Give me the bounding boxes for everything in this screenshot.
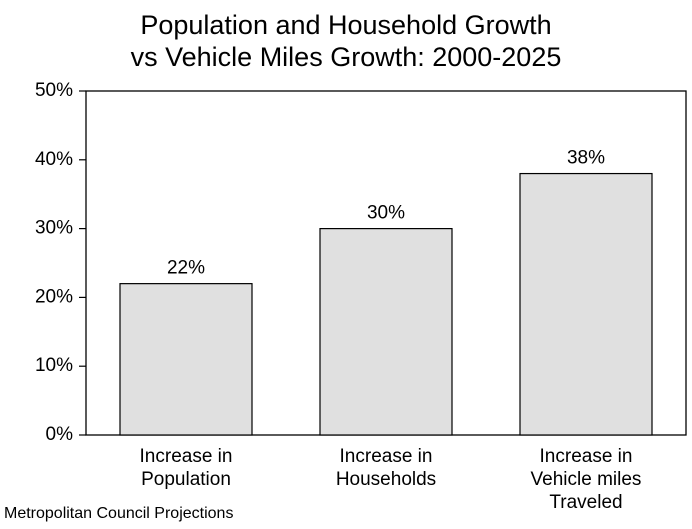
- y-tick-label: 0%: [46, 424, 74, 445]
- source-note: Metropolitan Council Projections: [4, 505, 233, 522]
- y-tick-label: 30%: [35, 218, 73, 239]
- y-tick-label: 50%: [35, 80, 73, 101]
- y-tick-label: 10%: [35, 355, 73, 376]
- chart-title-line: Population and Household Growth: [140, 10, 551, 40]
- bar-value-label: 30%: [367, 203, 405, 224]
- chart-title-line: vs Vehicle Miles Growth: 2000-2025: [131, 42, 562, 72]
- x-category-label: Population: [141, 469, 231, 490]
- x-category-label: Vehicle miles: [531, 469, 642, 490]
- bars: [119, 172, 653, 436]
- data-labels: 22% 30% 38%: [167, 148, 605, 279]
- bar: [119, 283, 253, 436]
- bar: [519, 172, 653, 436]
- bar-value-label: 22%: [167, 258, 205, 279]
- x-category-label: Increase in: [140, 446, 233, 467]
- y-tick-label: 20%: [35, 286, 73, 307]
- y-tick-label: 40%: [35, 149, 73, 170]
- y-axis: 0% 10% 20% 30% 40% 50%: [35, 80, 86, 445]
- bar-value-label: 38%: [567, 148, 605, 169]
- x-category-label: Traveled: [549, 492, 622, 513]
- x-category-label: Increase in: [340, 446, 433, 467]
- x-category-label: Increase in: [540, 446, 633, 467]
- bar: [319, 228, 453, 436]
- x-category-label: Households: [336, 469, 436, 490]
